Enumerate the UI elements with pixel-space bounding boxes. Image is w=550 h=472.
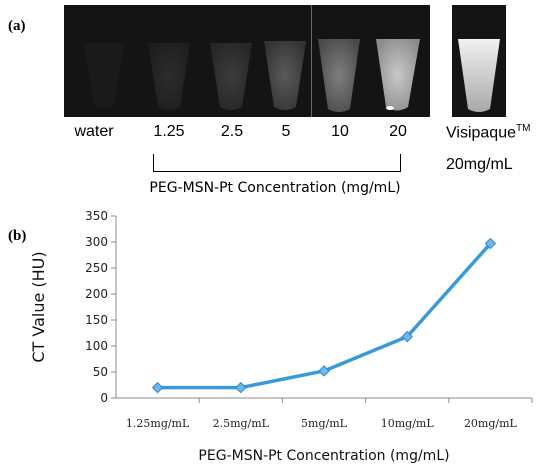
data-point — [318, 365, 330, 377]
y-tick-label: 100 — [85, 339, 108, 353]
y-tick-label: 350 — [85, 209, 108, 223]
x-axis-title: PEG-MSN-Pt Concentration (mg/mL) — [198, 448, 449, 464]
y-tick-label: 150 — [85, 313, 108, 327]
data-point — [151, 381, 164, 394]
ct-tubes-svg — [84, 39, 420, 112]
trademark-mark: TM — [515, 123, 531, 134]
sample-label-10: 10 — [331, 123, 349, 140]
sample-label-20: 20 — [389, 123, 407, 140]
x-tick-label: 2.5mg/mL — [213, 417, 270, 430]
x-tick-label: 20mg/mL — [464, 417, 518, 430]
data-point — [484, 237, 497, 250]
sample-label-water: water — [74, 123, 114, 140]
sample-label-1-25: 1.25 — [153, 123, 185, 140]
image-divider — [311, 5, 312, 117]
x-tick-label: 1.25mg/mL — [126, 417, 190, 430]
reference-name-text: Visipaque — [446, 124, 516, 142]
concentration-bracket — [153, 154, 401, 172]
sample-label-5: 5 — [281, 123, 291, 140]
tube-20 — [376, 39, 420, 111]
y-tick-label: 300 — [85, 235, 108, 249]
ct-image-strip — [64, 5, 430, 117]
reference-concentration: 20mg/mL — [446, 156, 513, 173]
reference-name: VisipaqueTM — [446, 123, 530, 142]
panel-b-label: (b) — [8, 228, 27, 244]
y-tick-label: 250 — [85, 261, 108, 275]
tube-water — [84, 43, 124, 108]
y-axis-title: CT Value (HU) — [29, 251, 48, 362]
tube-10 — [318, 39, 360, 112]
reference-tube-svg — [458, 39, 500, 112]
y-tick-label: 50 — [93, 365, 108, 379]
bracket-caption: PEG-MSN-Pt Concentration (mg/mL) — [149, 180, 401, 196]
tube-5 — [264, 41, 306, 110]
tube-visipaque — [458, 39, 500, 112]
sample-label-2-5: 2.5 — [220, 123, 244, 140]
y-tick-label: 0 — [100, 391, 108, 405]
tube-1-25 — [148, 43, 190, 110]
series-layer — [151, 237, 497, 394]
ct-reference-image — [452, 5, 506, 117]
y-axis: 0 50 100 150 200 250 300 350 — [85, 209, 117, 405]
y-tick-label: 200 — [85, 287, 108, 301]
panel-a-label: (a) — [8, 18, 26, 34]
tube-20-bright-tip — [386, 106, 394, 110]
tube-2-5 — [210, 43, 252, 110]
x-axis: 1.25mg/mL 2.5mg/mL 5mg/mL 10mg/mL 20mg/mL — [116, 397, 533, 430]
x-tick-label: 5mg/mL — [301, 417, 348, 430]
data-point — [235, 381, 247, 394]
x-tick-label: 10mg/mL — [381, 417, 435, 430]
data-point — [401, 330, 413, 343]
